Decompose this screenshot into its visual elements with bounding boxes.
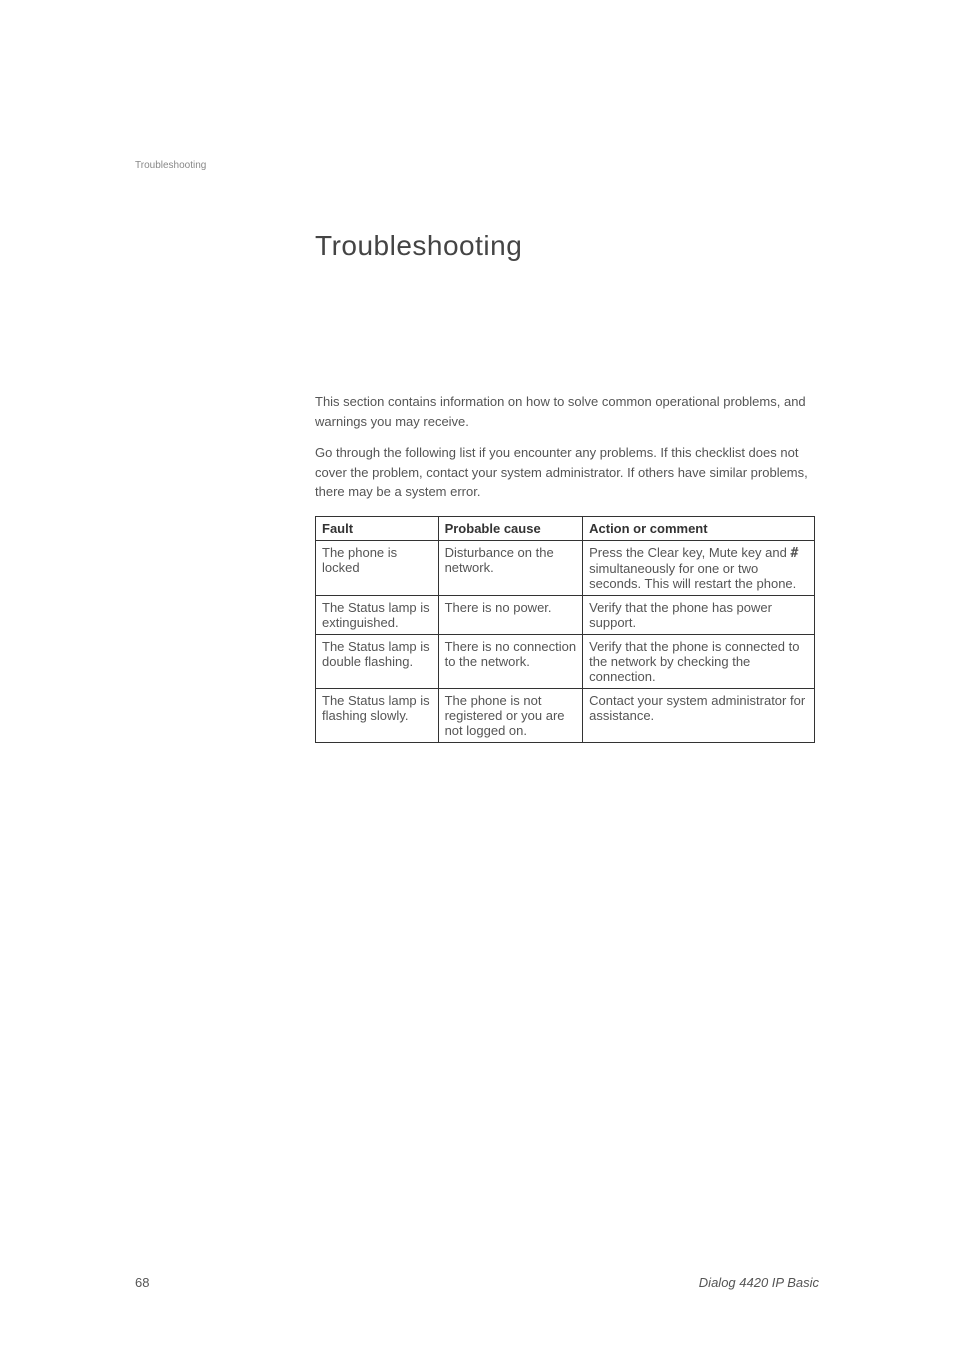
troubleshooting-table-wrap: Fault Probable cause Action or comment T… <box>315 516 815 743</box>
action-text-post: simultaneously for one or two seconds. T… <box>589 561 796 591</box>
table-row: The phone is locked Disturbance on the n… <box>316 540 815 595</box>
cell-fault: The phone is locked <box>316 540 439 595</box>
intro-paragraph-1: This section contains information on how… <box>315 392 815 431</box>
table-row: The Status lamp is extinguished. There i… <box>316 595 815 634</box>
action-text-pre: Press the Clear key, Mute key and <box>589 545 790 560</box>
cell-cause: Disturbance on the network. <box>438 540 583 595</box>
doc-title-footer: Dialog 4420 IP Basic <box>699 1275 819 1290</box>
cell-action: Press the Clear key, Mute key and # simu… <box>583 540 815 595</box>
cell-cause: There is no connection to the network. <box>438 634 583 688</box>
page-number: 68 <box>135 1275 149 1290</box>
col-action: Action or comment <box>583 516 815 540</box>
intro-paragraph-2: Go through the following list if you enc… <box>315 443 815 502</box>
table-header-row: Fault Probable cause Action or comment <box>316 516 815 540</box>
page-title: Troubleshooting <box>315 230 819 262</box>
cell-cause: The phone is not registered or you are n… <box>438 688 583 742</box>
hash-symbol: # <box>790 546 798 561</box>
cell-action: Verify that the phone is connected to th… <box>583 634 815 688</box>
table-row: The Status lamp is double flashing. Ther… <box>316 634 815 688</box>
col-fault: Fault <box>316 516 439 540</box>
page-container: Troubleshooting Troubleshooting This sec… <box>0 0 954 1350</box>
cell-fault: The Status lamp is double flashing. <box>316 634 439 688</box>
running-header: Troubleshooting <box>135 160 206 171</box>
troubleshooting-table: Fault Probable cause Action or comment T… <box>315 516 815 743</box>
cell-cause: There is no power. <box>438 595 583 634</box>
cell-fault: The Status lamp is extinguished. <box>316 595 439 634</box>
cell-fault: The Status lamp is flashing slowly. <box>316 688 439 742</box>
page-footer: 68 Dialog 4420 IP Basic <box>135 1275 819 1290</box>
col-cause: Probable cause <box>438 516 583 540</box>
cell-action: Verify that the phone has power support. <box>583 595 815 634</box>
cell-action: Contact your system administrator for as… <box>583 688 815 742</box>
table-row: The Status lamp is flashing slowly. The … <box>316 688 815 742</box>
